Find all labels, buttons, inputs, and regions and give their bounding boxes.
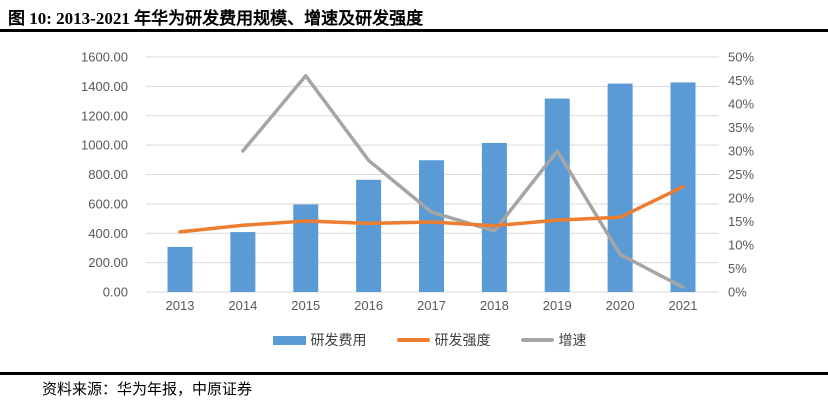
y-left-tick-label: 1000.00 [81,138,128,153]
rd-expense-bar-swatch [272,335,306,345]
y-axis-right-labels: 0% 5% 10% 15% 20% 25% 30% 35% 40% 45% 50% [728,50,754,300]
growth-rate-line-swatch [520,338,554,342]
x-tick-label: 2015 [291,298,320,313]
y-right-tick-label: 30% [728,144,754,159]
figure-title: 图 10: 2013-2021 年华为研发费用规模、增速及研发强度 [8,9,424,28]
footer-rule [0,372,828,375]
y-left-tick-label: 1200.00 [81,108,128,123]
x-tick-label: 2018 [480,298,509,313]
y-left-tick-label: 200.00 [88,255,128,270]
rd-intensity-line-swatch [396,338,430,342]
y-left-tick-label: 1400.00 [81,79,128,94]
line-series-增速 [241,74,685,290]
bar-2018 [481,142,507,292]
line-series-研发强度 [178,184,685,234]
legend-label-rd-expense: 研发费用 [310,332,367,348]
y-left-tick-label: 1600.00 [81,50,128,65]
x-tick-label: 2013 [166,298,195,313]
x-axis-labels: 2013 2014 2015 2016 2017 2018 2019 2020 2021 [166,298,698,313]
y-right-tick-label: 25% [728,167,754,182]
legend-item-rd-intensity: 研发强度 [396,330,491,350]
y-right-tick-label: 10% [728,238,754,253]
y-left-tick-label: 600.00 [88,196,128,211]
x-tick-label: 2014 [228,298,257,313]
y-right-tick-label: 5% [728,261,747,276]
legend-item-rd-expense: 研发费用 [272,330,367,350]
bar-2016 [356,179,382,292]
y-right-tick-label: 0% [728,285,747,300]
x-tick-label: 2020 [606,298,635,313]
y-left-tick-label: 400.00 [88,226,128,241]
bar-2019 [544,98,570,292]
y-left-tick-label: 0.00 [103,285,128,300]
data-source-note: 资料来源：华为年报，中原证券 [42,382,253,398]
title-underline-rule [0,29,828,32]
y-right-tick-label: 40% [728,97,754,112]
y-right-tick-label: 50% [728,50,754,65]
legend-item-growth-rate: 增速 [520,330,587,350]
bar-series-研发费用 [167,82,696,292]
legend-label-growth-rate: 增速 [558,332,587,348]
bar-2015 [293,204,319,292]
bar-2017 [419,160,444,292]
bar-2013 [167,246,193,292]
chart-legend: 研发费用 研发强度 增速 [146,331,713,349]
bar-2014 [230,232,256,292]
y-right-tick-label: 15% [728,214,754,229]
legend-label-rd-intensity: 研发强度 [434,332,491,348]
x-tick-label: 2017 [417,298,446,313]
x-tick-label: 2021 [669,298,698,313]
y-axis-left-labels: 0.00 200.00 400.00 600.00 800.00 1000.00 1200.… [81,50,128,300]
y-right-tick-label: 20% [728,191,754,206]
x-tick-label: 2019 [543,298,572,313]
y-right-tick-label: 45% [728,73,754,88]
y-right-tick-label: 35% [728,120,754,135]
x-tick-label: 2016 [354,298,383,313]
y-left-tick-label: 800.00 [88,167,128,182]
